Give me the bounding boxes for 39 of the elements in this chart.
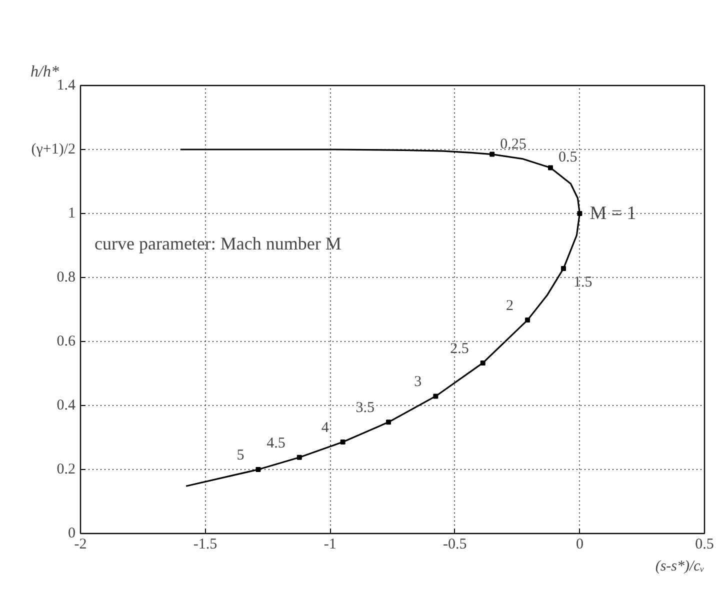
y-tick-label: 0.8: [56, 270, 76, 286]
y-tick-label: 1.4: [56, 78, 76, 94]
annotation: 3: [414, 374, 422, 390]
annotation: 3.5: [356, 400, 375, 416]
point: [296, 454, 302, 460]
y-tick-label: 0.4: [56, 398, 76, 414]
annotation: 1.5: [573, 274, 592, 291]
x-tick-label: -2: [74, 536, 87, 552]
x-tick-label: -0.5: [443, 536, 467, 552]
point: [525, 318, 530, 323]
point: [548, 165, 553, 170]
point: [256, 467, 261, 472]
annotation: M = 1: [590, 203, 636, 224]
y-tick-label: 1: [68, 206, 76, 222]
annotation: 4.5: [266, 435, 286, 452]
x-tick-label: 0.5: [695, 536, 714, 552]
point: [490, 152, 495, 157]
y-tick-label: (γ+1)/2: [31, 142, 76, 158]
x-tick-label: -1: [324, 536, 336, 552]
point: [433, 394, 438, 399]
y-tick-label: 0.2: [56, 462, 76, 478]
x-tick-label: 0: [576, 536, 584, 552]
x-axis-title: (s-s*)/cᵥ: [655, 558, 705, 574]
annotation: 2: [506, 298, 514, 314]
point: [560, 266, 566, 272]
annotation: curve parameter: Mach number M: [94, 234, 342, 254]
annotation: 0.5: [558, 150, 578, 166]
annotation: 2.5: [450, 340, 469, 357]
y-tick-label: 0: [68, 526, 76, 542]
point: [480, 360, 486, 366]
annotation: 5: [236, 448, 244, 464]
annotation: 0.25: [500, 136, 526, 152]
point: [577, 211, 582, 216]
point: [386, 420, 392, 425]
x-tick-label: -1.5: [193, 536, 218, 552]
y-axis-title: h/h*: [30, 64, 59, 80]
point: [340, 439, 346, 444]
annotation: 4: [321, 420, 330, 436]
y-tick-label: 0.6: [56, 334, 76, 350]
